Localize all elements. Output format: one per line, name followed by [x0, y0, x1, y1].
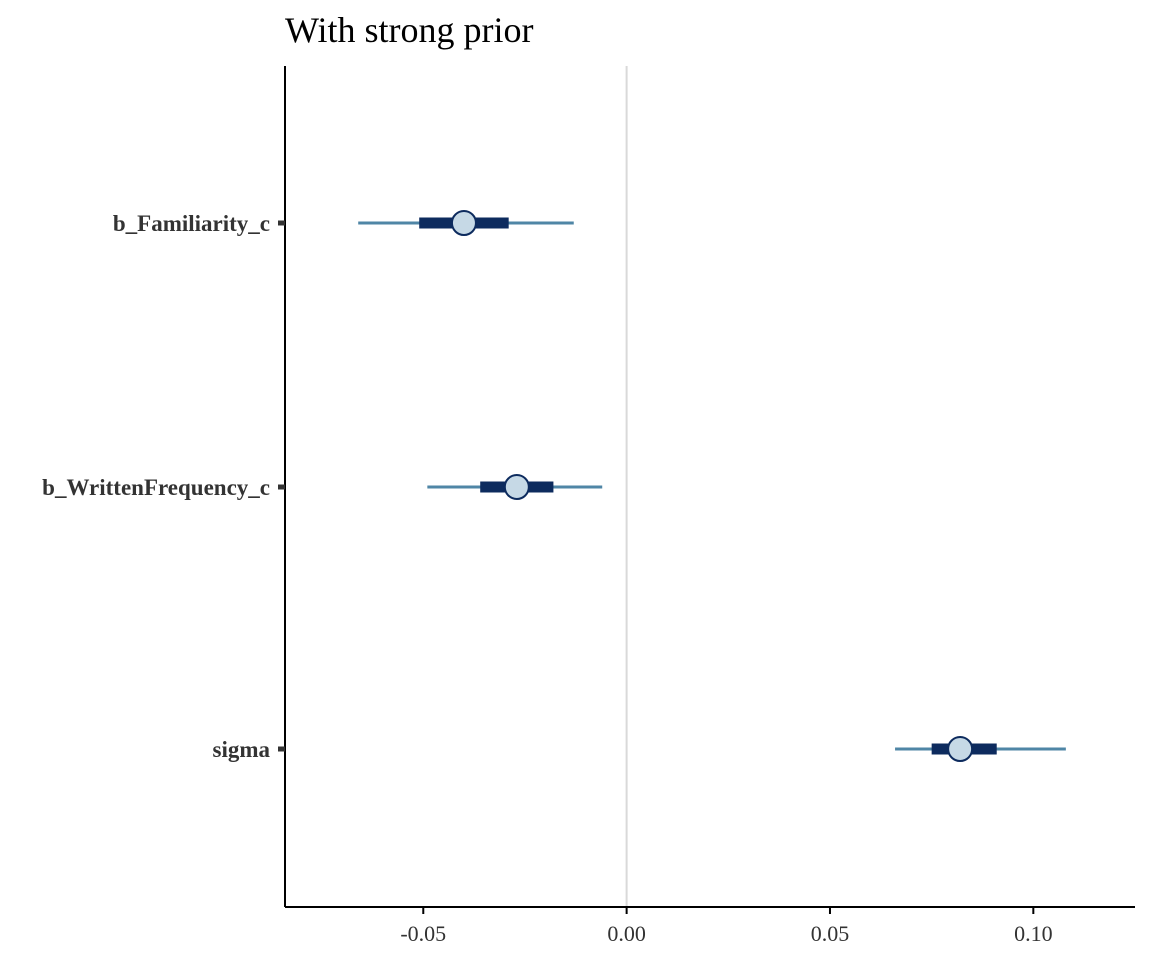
y-tick-label: b_Familiarity_c [113, 211, 270, 236]
y-tick-label: sigma [213, 737, 271, 762]
x-tick-label: 0.05 [811, 921, 850, 946]
labels-layer: -0.05 0.00 0.05 0.10 b_Familiarity_c b_Writte… [42, 211, 1052, 946]
x-tick-label: -0.05 [400, 921, 446, 946]
x-tick-label: 0.00 [607, 921, 646, 946]
median-point [947, 736, 974, 762]
median-point [503, 474, 530, 500]
y-tick-label: b_WrittenFrequency_c [42, 475, 270, 500]
median-point [450, 210, 477, 236]
x-tick-label: 0.10 [1014, 921, 1053, 946]
marks-layer [358, 210, 1066, 762]
chart-title: With strong prior [285, 10, 534, 50]
axes-layer [278, 66, 1135, 914]
